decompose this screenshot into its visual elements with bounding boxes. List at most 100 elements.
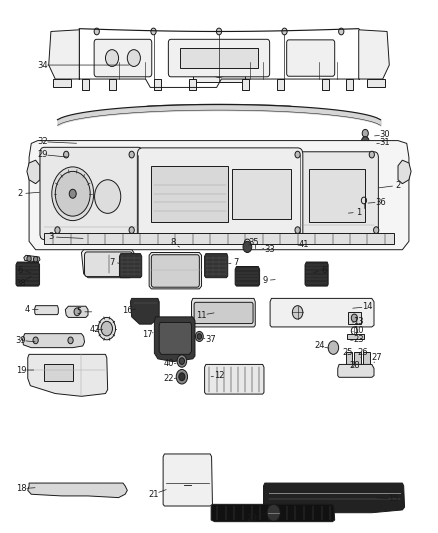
Bar [189,79,196,90]
Text: 27: 27 [372,353,382,362]
Polygon shape [149,253,201,289]
Circle shape [69,189,76,198]
Text: 35: 35 [249,238,259,247]
Bar [109,79,116,90]
Polygon shape [24,255,40,262]
Text: 4: 4 [24,305,29,314]
Circle shape [195,332,203,342]
Text: 20: 20 [247,514,257,523]
Polygon shape [81,250,134,278]
Bar [346,79,353,90]
Text: 30: 30 [380,131,390,140]
Text: 23: 23 [353,335,364,344]
Circle shape [209,53,229,77]
Text: 29: 29 [37,150,47,159]
Text: 25: 25 [343,348,353,357]
Circle shape [374,227,379,233]
Circle shape [55,172,90,216]
Circle shape [33,337,38,344]
Bar [151,166,228,222]
Polygon shape [211,504,335,522]
Text: 10: 10 [353,326,364,335]
Circle shape [127,50,141,67]
Bar [346,352,352,366]
Polygon shape [120,254,142,278]
Bar [354,352,361,366]
Text: 40: 40 [163,359,174,368]
Polygon shape [29,141,409,250]
Bar [277,79,284,90]
Text: 26: 26 [358,348,368,357]
Circle shape [33,256,38,262]
Circle shape [292,305,303,319]
Text: 36: 36 [375,198,386,207]
Text: 31: 31 [380,139,390,147]
Text: 13: 13 [353,317,364,326]
Bar [82,79,89,90]
Bar [44,365,73,381]
Circle shape [74,308,80,316]
Polygon shape [22,334,85,348]
FancyBboxPatch shape [138,148,303,240]
Polygon shape [154,317,195,361]
Bar [193,49,245,82]
Polygon shape [159,322,191,354]
FancyBboxPatch shape [85,252,133,277]
Polygon shape [16,262,39,286]
Polygon shape [163,454,212,506]
Text: 9: 9 [262,276,268,285]
Text: 17: 17 [141,330,152,338]
Circle shape [129,151,134,158]
Circle shape [129,227,134,233]
Polygon shape [359,30,389,79]
Text: 42: 42 [89,325,100,334]
Circle shape [101,321,113,336]
Polygon shape [28,354,108,397]
Text: 1: 1 [356,208,361,217]
Circle shape [339,28,344,35]
Polygon shape [205,365,264,394]
Circle shape [351,314,357,322]
Circle shape [68,337,73,344]
Text: 12: 12 [214,371,224,380]
Polygon shape [131,298,159,324]
FancyBboxPatch shape [40,147,143,240]
FancyBboxPatch shape [168,39,270,77]
Text: 11: 11 [196,311,207,320]
Circle shape [282,28,287,35]
Polygon shape [270,298,374,327]
Circle shape [64,151,69,158]
Circle shape [27,256,31,262]
Polygon shape [338,365,374,377]
Text: 7: 7 [110,257,115,266]
Text: 22: 22 [163,375,174,383]
Circle shape [216,28,222,35]
Circle shape [328,341,339,354]
Polygon shape [49,30,79,79]
Text: 34: 34 [37,61,47,69]
Circle shape [98,318,116,340]
Text: 39: 39 [15,336,26,345]
Text: 24: 24 [314,342,325,351]
Bar [53,79,71,87]
Bar [154,79,161,90]
Circle shape [176,369,187,384]
Text: 8: 8 [170,238,176,247]
Polygon shape [35,305,58,314]
FancyBboxPatch shape [287,40,335,76]
Text: 18: 18 [16,484,27,493]
Bar [363,352,370,366]
Polygon shape [27,160,40,184]
Text: 7: 7 [234,257,239,266]
Bar [348,312,361,324]
Text: 15: 15 [389,494,399,503]
Text: 21: 21 [148,490,159,499]
FancyBboxPatch shape [151,255,199,287]
Text: 28: 28 [349,361,360,370]
Bar [367,79,385,87]
Circle shape [197,334,201,339]
Text: 2: 2 [18,189,23,198]
Bar [44,233,394,244]
Polygon shape [28,483,127,498]
Text: 2: 2 [396,181,401,190]
